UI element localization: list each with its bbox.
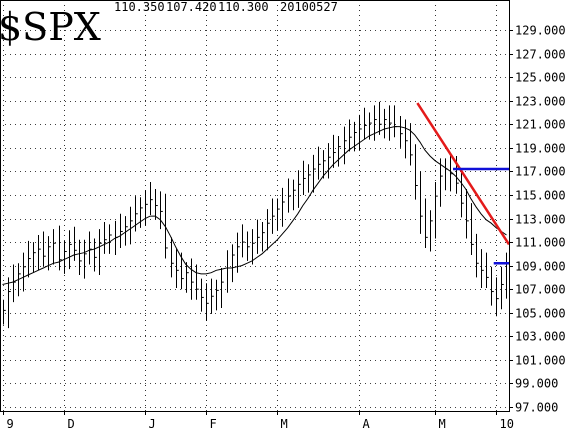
x-tick-label: F: [210, 417, 217, 431]
y-tick-label: 105.000: [515, 307, 566, 321]
y-tick-label: 127.000: [515, 48, 566, 62]
y-tick-label: 99.000: [515, 377, 558, 391]
y-tick-label: 121.000: [515, 118, 566, 132]
chart-title: $SPX: [0, 5, 101, 49]
header-value-open: 110.350: [114, 0, 165, 14]
x-axis: 9 D J F M A M 10: [3, 411, 514, 431]
x-tick-label: J: [149, 417, 156, 431]
downtrend-line: [416, 102, 511, 246]
y-tick-label: 129.000: [515, 24, 566, 38]
y-tick-label: 103.000: [515, 330, 566, 344]
series-layer: [2, 101, 509, 329]
x-tick-label: M: [281, 417, 288, 431]
y-tick-label: 101.000: [515, 354, 566, 368]
y-tick-label: 107.000: [515, 283, 566, 297]
header-value-low: 107.420: [166, 0, 217, 14]
x-tick-label: 9: [7, 417, 14, 431]
x-tick-label: M: [439, 417, 446, 431]
y-tick-label: 125.000: [515, 71, 566, 85]
header-value-close: 110.300: [218, 0, 269, 14]
plot-frame: [0, 0, 510, 412]
header-values: 110.350 107.420 110.300 20100527: [114, 0, 338, 14]
x-tick-label: A: [363, 417, 371, 431]
y-tick-label: 97.000: [515, 401, 558, 415]
y-tick-label: 109.000: [515, 260, 566, 274]
y-tick-label: 111.000: [515, 236, 566, 250]
y-tick-label: 123.000: [515, 95, 566, 109]
header-date: 20100527: [280, 0, 338, 14]
x-tick-label: D: [68, 417, 75, 431]
overlay-layer: [416, 102, 511, 265]
y-tick-label: 117.000: [515, 165, 566, 179]
y-tick-label: 113.000: [515, 213, 566, 227]
y-axis: 129.000 127.000 125.000 123.000 121.000 119.0…: [509, 24, 566, 415]
moving-average-line: [2, 126, 507, 285]
x-tick-label: 10: [500, 417, 514, 431]
y-tick-label: 115.000: [515, 189, 566, 203]
y-tick-label: 119.000: [515, 142, 566, 156]
